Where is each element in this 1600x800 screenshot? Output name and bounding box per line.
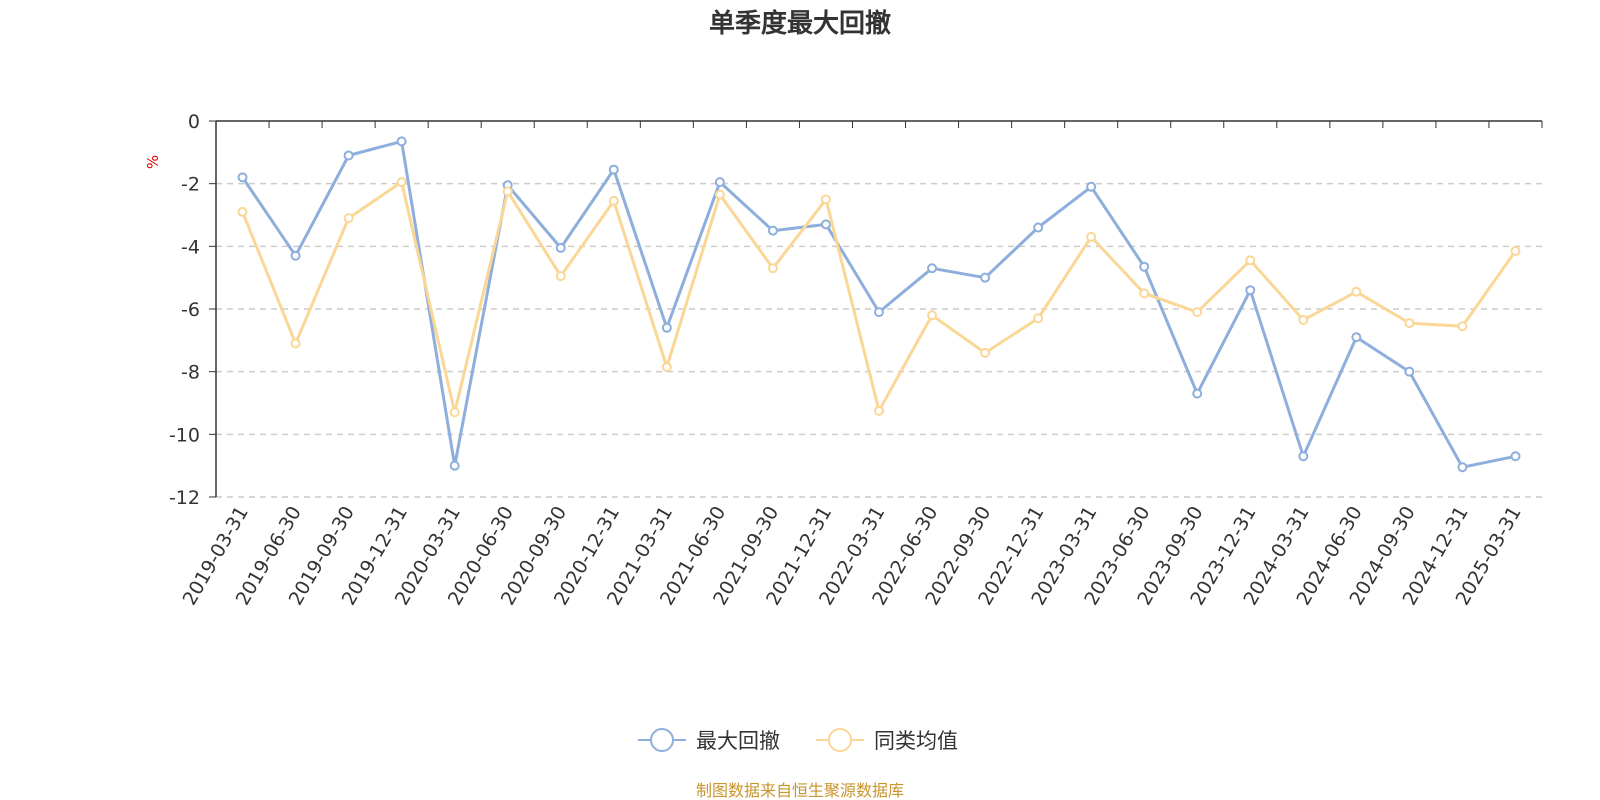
data-point-series-0[interactable] <box>290 250 301 261</box>
data-point-series-0[interactable] <box>1457 462 1468 473</box>
data-point-series-1[interactable] <box>502 186 513 197</box>
data-point-series-0[interactable] <box>714 177 725 188</box>
y-tick-label: 0 <box>188 111 200 133</box>
y-tick-label: -6 <box>181 299 200 321</box>
data-point-series-0[interactable] <box>980 272 991 283</box>
data-point-series-1[interactable] <box>396 177 407 188</box>
data-point-series-1[interactable] <box>1457 321 1468 332</box>
data-point-series-1[interactable] <box>449 407 460 418</box>
data-point-series-0[interactable] <box>449 460 460 471</box>
series-layer <box>237 136 1521 473</box>
data-point-series-1[interactable] <box>1245 255 1256 266</box>
data-point-series-0[interactable] <box>237 172 248 183</box>
legend-marker-peer-average <box>828 728 852 752</box>
data-point-series-0[interactable] <box>1298 451 1309 462</box>
y-axis-unit: % <box>144 155 162 169</box>
data-point-series-1[interactable] <box>555 271 566 282</box>
data-point-series-1[interactable] <box>767 263 778 274</box>
data-point-series-1[interactable] <box>1086 231 1097 242</box>
data-point-series-1[interactable] <box>343 213 354 224</box>
data-point-series-0[interactable] <box>874 307 884 318</box>
data-point-series-0[interactable] <box>1351 332 1362 343</box>
data-point-series-1[interactable] <box>1033 313 1044 324</box>
data-point-series-1[interactable] <box>290 338 301 349</box>
legend-label-peer-average: 同类均值 <box>874 729 958 753</box>
data-point-series-0[interactable] <box>1192 388 1203 399</box>
y-tick-label: -10 <box>169 424 200 446</box>
legend-item-peer-average[interactable]: 同类均值 <box>816 728 958 753</box>
data-point-series-1[interactable] <box>874 405 884 416</box>
data-source-note: 制图数据来自恒生聚源数据库 <box>696 781 904 800</box>
data-point-series-1[interactable] <box>1192 307 1203 318</box>
data-point-series-1[interactable] <box>1510 246 1521 257</box>
series-line-0 <box>241 139 1516 469</box>
data-point-series-0[interactable] <box>1404 366 1415 377</box>
data-point-series-1[interactable] <box>714 189 725 200</box>
data-point-series-1[interactable] <box>1404 318 1415 329</box>
legend-marker-max-drawdown <box>650 728 674 752</box>
data-point-series-1[interactable] <box>608 195 619 206</box>
data-point-series-1[interactable] <box>1351 286 1362 297</box>
data-point-series-1[interactable] <box>927 310 938 321</box>
y-tick-label: -2 <box>181 174 200 196</box>
data-point-series-1[interactable] <box>1139 288 1150 299</box>
y-tick-label: -4 <box>181 236 200 258</box>
y-tick-label: -8 <box>181 362 200 384</box>
data-point-series-0[interactable] <box>555 242 566 253</box>
y-tick-label: -12 <box>169 487 200 509</box>
data-point-series-1[interactable] <box>980 347 991 358</box>
data-point-series-0[interactable] <box>608 164 619 175</box>
data-point-series-1[interactable] <box>661 361 672 372</box>
data-point-series-1[interactable] <box>237 206 248 217</box>
data-point-series-0[interactable] <box>1086 181 1097 192</box>
axes: 0-2-4-6-8-10-122019-03-312019-06-302019-… <box>169 111 1543 609</box>
data-point-series-0[interactable] <box>1245 285 1256 296</box>
chart-title: 单季度最大回撤 <box>709 8 891 39</box>
data-point-series-0[interactable] <box>927 263 938 274</box>
data-point-series-1[interactable] <box>820 194 831 205</box>
data-point-series-0[interactable] <box>343 150 354 161</box>
data-point-series-0[interactable] <box>1139 261 1150 272</box>
data-point-series-0[interactable] <box>1510 451 1521 462</box>
series-line-1 <box>241 180 1517 414</box>
legend-label-max-drawdown: 最大回撤 <box>696 729 780 753</box>
legend: 最大回撤 同类均值 <box>638 728 958 753</box>
data-point-series-0[interactable] <box>820 219 831 230</box>
data-point-series-0[interactable] <box>767 225 778 236</box>
data-point-series-0[interactable] <box>396 136 407 147</box>
legend-item-max-drawdown[interactable]: 最大回撤 <box>638 728 780 753</box>
data-point-series-0[interactable] <box>661 322 672 333</box>
data-point-series-0[interactable] <box>1033 222 1044 233</box>
data-point-series-1[interactable] <box>1298 314 1309 325</box>
